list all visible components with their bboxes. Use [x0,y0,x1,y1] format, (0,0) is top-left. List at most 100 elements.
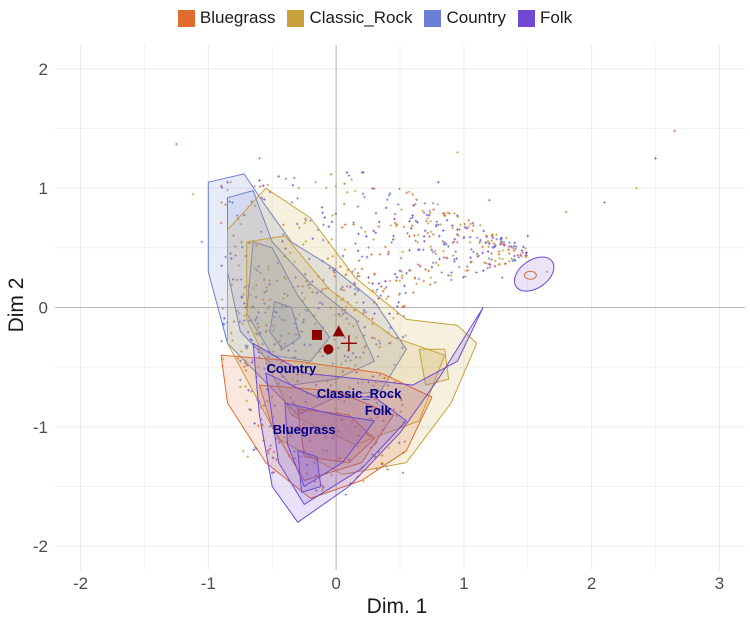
data-point [462,275,465,279]
data-point [305,472,309,475]
data-point [252,286,256,290]
data-point [673,129,677,133]
data-point [416,240,420,244]
data-point [451,241,454,245]
data-point [471,221,475,225]
data-point [475,252,479,256]
data-point [362,351,365,354]
data-point [342,288,346,292]
data-point [442,249,445,253]
data-point [408,248,411,252]
data-point [262,278,266,282]
data-point [327,225,331,229]
data-point [191,192,195,196]
data-point [322,223,325,227]
data-point [234,254,237,257]
data-point [453,260,456,263]
data-point [367,434,371,437]
data-point [431,233,435,236]
data-point [503,262,507,265]
data-point [486,239,490,243]
data-point [175,142,178,146]
data-point [253,204,257,208]
data-point [341,312,345,316]
data-point [450,271,453,274]
data-point [381,419,385,423]
genre-label: Folk [365,403,392,418]
data-point [431,201,435,205]
data-point [313,480,317,483]
data-point [306,309,309,313]
data-point [283,292,286,295]
data-point [318,350,322,354]
data-point [487,245,490,248]
data-point [352,223,355,226]
data-point [256,333,259,336]
data-point [438,257,441,261]
data-point [380,454,384,457]
data-point [426,221,430,225]
data-point [422,248,425,252]
data-point [520,254,524,258]
data-point [344,493,348,496]
data-point [377,297,380,300]
data-point [495,237,499,241]
data-point [481,251,484,255]
data-point [517,256,521,259]
data-point [500,276,504,279]
data-point [260,196,264,200]
data-point [414,219,418,223]
legend-item: Classic_Rock [287,8,412,28]
data-point [421,209,424,213]
data-point [397,441,401,445]
data-point [374,231,377,235]
data-point [404,291,408,295]
data-point [501,249,505,252]
data-point [338,456,342,460]
data-point [380,462,383,466]
data-point [356,445,360,448]
data-point [245,363,249,367]
data-point [244,369,248,372]
data-point [405,271,408,275]
data-point [370,187,374,190]
data-point [488,265,492,269]
data-point [423,239,426,243]
data-point [220,264,224,268]
data-point [453,237,457,241]
data-point [255,316,259,319]
data-point [456,214,459,217]
data-point [311,290,314,294]
data-point [307,257,311,261]
data-point [327,391,331,395]
data-point [364,344,367,348]
data-point [501,257,505,261]
data-point [224,255,227,259]
data-point [363,334,366,337]
data-point [283,318,286,322]
data-point [256,322,260,325]
data-point [272,350,275,354]
legend-swatch [177,9,195,27]
data-point [477,254,481,257]
density-contour-folk [284,402,375,487]
y-tick-label: -1 [33,418,48,437]
data-point [309,219,312,223]
data-point [635,186,638,190]
data-point [305,463,309,467]
data-point [228,200,232,203]
data-point [482,261,486,264]
data-point [371,282,374,285]
data-point [513,254,516,258]
data-point [317,307,320,310]
centroid-country [323,344,334,355]
data-point [282,365,286,368]
data-point [417,233,420,237]
data-point [303,297,306,300]
data-point [437,263,440,267]
data-point [352,324,355,328]
data-point [332,338,336,342]
data-point [398,187,401,191]
legend-item: Bluegrass [177,8,275,28]
data-point [345,190,349,194]
